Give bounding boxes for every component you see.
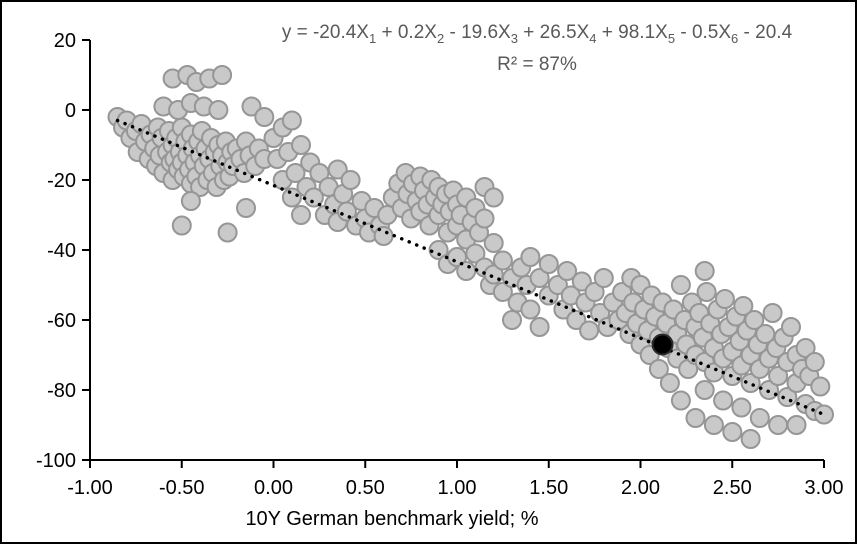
data-point [456, 261, 477, 281]
data-point [768, 415, 789, 435]
data-point [703, 415, 724, 435]
r-squared-label: R² = 87% [497, 53, 577, 75]
data-point [768, 366, 789, 386]
data-point [731, 397, 752, 418]
x-axis-title: 10Y German benchmark yield; % [245, 508, 539, 530]
x-tick-label: 3.00 [805, 477, 844, 499]
x-tick-label: 2.50 [713, 477, 752, 499]
data-point [373, 226, 394, 246]
x-tick-label: 2.00 [621, 477, 660, 499]
data-point [795, 338, 816, 358]
data-point [694, 261, 715, 281]
data-point [291, 135, 311, 155]
data-point [786, 415, 807, 435]
data-point [208, 100, 229, 120]
data-point [814, 404, 834, 425]
data-point [241, 96, 262, 117]
data-point [474, 208, 495, 229]
y-tick-label: -80 [47, 380, 76, 402]
x-tick-label: 0.00 [254, 477, 293, 499]
y-tick-label: 20 [54, 30, 76, 52]
data-point [670, 275, 691, 295]
data-point [465, 243, 486, 264]
data-point [538, 254, 559, 274]
data-point [685, 408, 706, 428]
data-point [547, 275, 568, 295]
x-tick-label: 1.00 [438, 477, 477, 499]
data-point [492, 250, 513, 271]
data-point [694, 380, 715, 400]
data-point [483, 233, 504, 253]
data-point [722, 422, 743, 442]
data-point [762, 303, 783, 323]
y-tick-label: -40 [47, 240, 76, 262]
data-point [696, 282, 717, 302]
y-tick-label: -100 [36, 450, 76, 472]
data-point [670, 390, 691, 411]
data-point [740, 373, 761, 393]
data-point [557, 261, 578, 281]
data-point [744, 310, 765, 330]
data-point [810, 376, 831, 397]
y-tick-label: -60 [47, 310, 76, 332]
data-point [502, 310, 522, 330]
data-point [713, 390, 734, 411]
regression-equation: y = -20.4X1 + 0.2X2 - 19.6X3 + 26.5X4 + … [281, 22, 793, 46]
x-tick-label: -1.00 [67, 477, 113, 499]
data-point [579, 320, 600, 341]
data-point [740, 429, 761, 449]
x-tick-label: 1.50 [529, 477, 568, 499]
data-point [180, 191, 201, 211]
highlighted-point [651, 333, 674, 356]
data-point [281, 187, 302, 208]
data-point [285, 163, 306, 183]
data-point [340, 170, 361, 190]
data-point [281, 110, 302, 131]
data-point [733, 296, 754, 316]
data-point [327, 159, 348, 180]
data-point [781, 317, 801, 337]
data-point [520, 299, 541, 320]
data-point [428, 240, 449, 260]
data-point [584, 282, 605, 302]
data-point [336, 201, 357, 222]
data-point [171, 215, 192, 236]
y-tick-label: -20 [47, 170, 76, 192]
data-point [236, 198, 256, 218]
data-point [749, 408, 770, 428]
data-point [714, 289, 735, 309]
data-point [648, 359, 669, 379]
data-point [659, 373, 680, 393]
data-point [529, 268, 550, 288]
data-point [571, 271, 592, 292]
y-tick-label: 0 [65, 100, 76, 122]
data-point [291, 205, 311, 225]
data-point [217, 222, 238, 243]
data-point [483, 187, 504, 208]
data-point [593, 268, 614, 288]
x-tick-label: -0.50 [159, 477, 205, 499]
data-point [804, 352, 825, 372]
data-point [492, 282, 513, 302]
x-tick-label: 0.50 [346, 477, 385, 499]
data-point [254, 107, 275, 127]
data-point [566, 310, 587, 330]
equation-box: y = -20.4X1 + 0.2X2 - 19.6X3 + 26.5X4 + … [227, 20, 847, 78]
data-point [520, 247, 541, 267]
trend-line [115, 118, 826, 417]
data-point [529, 317, 550, 337]
data-point [212, 65, 233, 85]
